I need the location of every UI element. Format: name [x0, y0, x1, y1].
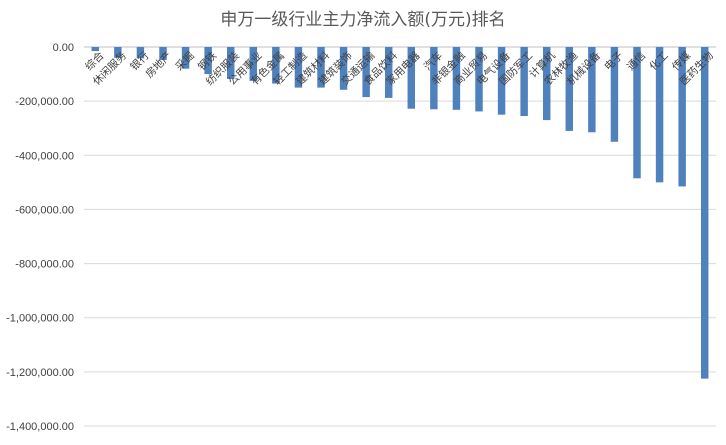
bar-0 [91, 47, 100, 52]
x-tick-label: 采掘 [173, 49, 197, 73]
bar-10 [317, 47, 325, 88]
y-tick-label: -200,000.00 [15, 96, 74, 108]
bar-6 [226, 47, 235, 79]
bar-4 [181, 47, 190, 69]
bar-25 [655, 47, 664, 183]
bar-23 [610, 47, 619, 142]
bar-12 [362, 47, 370, 98]
bar-14 [407, 47, 416, 109]
bar-9 [294, 47, 303, 88]
bar-8 [272, 47, 280, 84]
y-tick-label: 0.00 [53, 42, 74, 54]
bar-5 [204, 47, 212, 75]
x-tick-label: 电子 [602, 49, 626, 73]
bar-7 [249, 47, 258, 81]
bar-15 [430, 47, 438, 110]
bar-19 [520, 47, 528, 117]
x-tick-label: 化工 [647, 49, 671, 73]
y-tick-label: -1,400,000.00 [6, 421, 74, 433]
bar-26 [678, 47, 686, 187]
bar-13 [384, 47, 393, 98]
bar-3 [159, 47, 167, 60]
bar-20 [542, 47, 551, 121]
bar-2 [136, 47, 145, 59]
bar-24 [633, 47, 641, 179]
y-tick-label: -800,000.00 [15, 259, 74, 271]
bar-18 [497, 47, 506, 115]
x-tick-label: 房地产 [143, 49, 174, 80]
y-tick-label: -1,200,000.00 [6, 367, 74, 379]
x-tick-label: 通信 [625, 50, 648, 73]
bar-11 [339, 47, 348, 90]
y-tick-label: -400,000.00 [15, 150, 74, 162]
bar-1 [114, 47, 122, 58]
chart-title: 申万一级行业主力净流入额(万元)排名 [220, 10, 505, 30]
bars [91, 47, 709, 379]
bar-16 [452, 47, 461, 110]
gridlines [84, 46, 716, 427]
y-axis-ticks: 0.00 -200,000.00 -400,000.00 -600,000.00 -80… [6, 42, 74, 433]
y-tick-label: -600,000.00 [15, 204, 74, 216]
bar-22 [588, 47, 596, 133]
bar-17 [475, 47, 483, 112]
bar-27 [700, 47, 709, 379]
bar-21 [565, 47, 574, 131]
y-tick-label: -1,000,000.00 [6, 313, 74, 325]
